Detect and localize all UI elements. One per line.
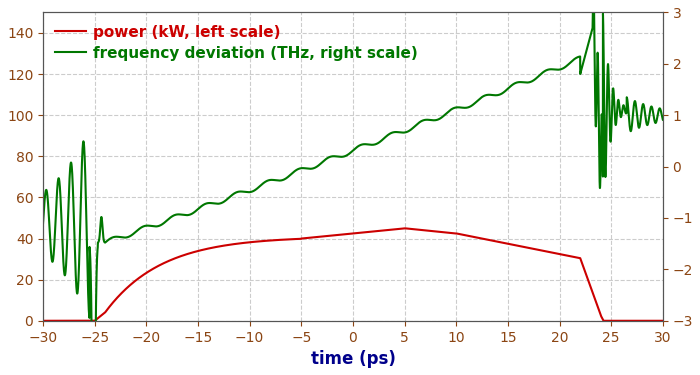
X-axis label: time (ps): time (ps) <box>311 350 396 368</box>
Legend: power (kW, left scale), frequency deviation (THz, right scale): power (kW, left scale), frequency deviat… <box>50 20 423 65</box>
